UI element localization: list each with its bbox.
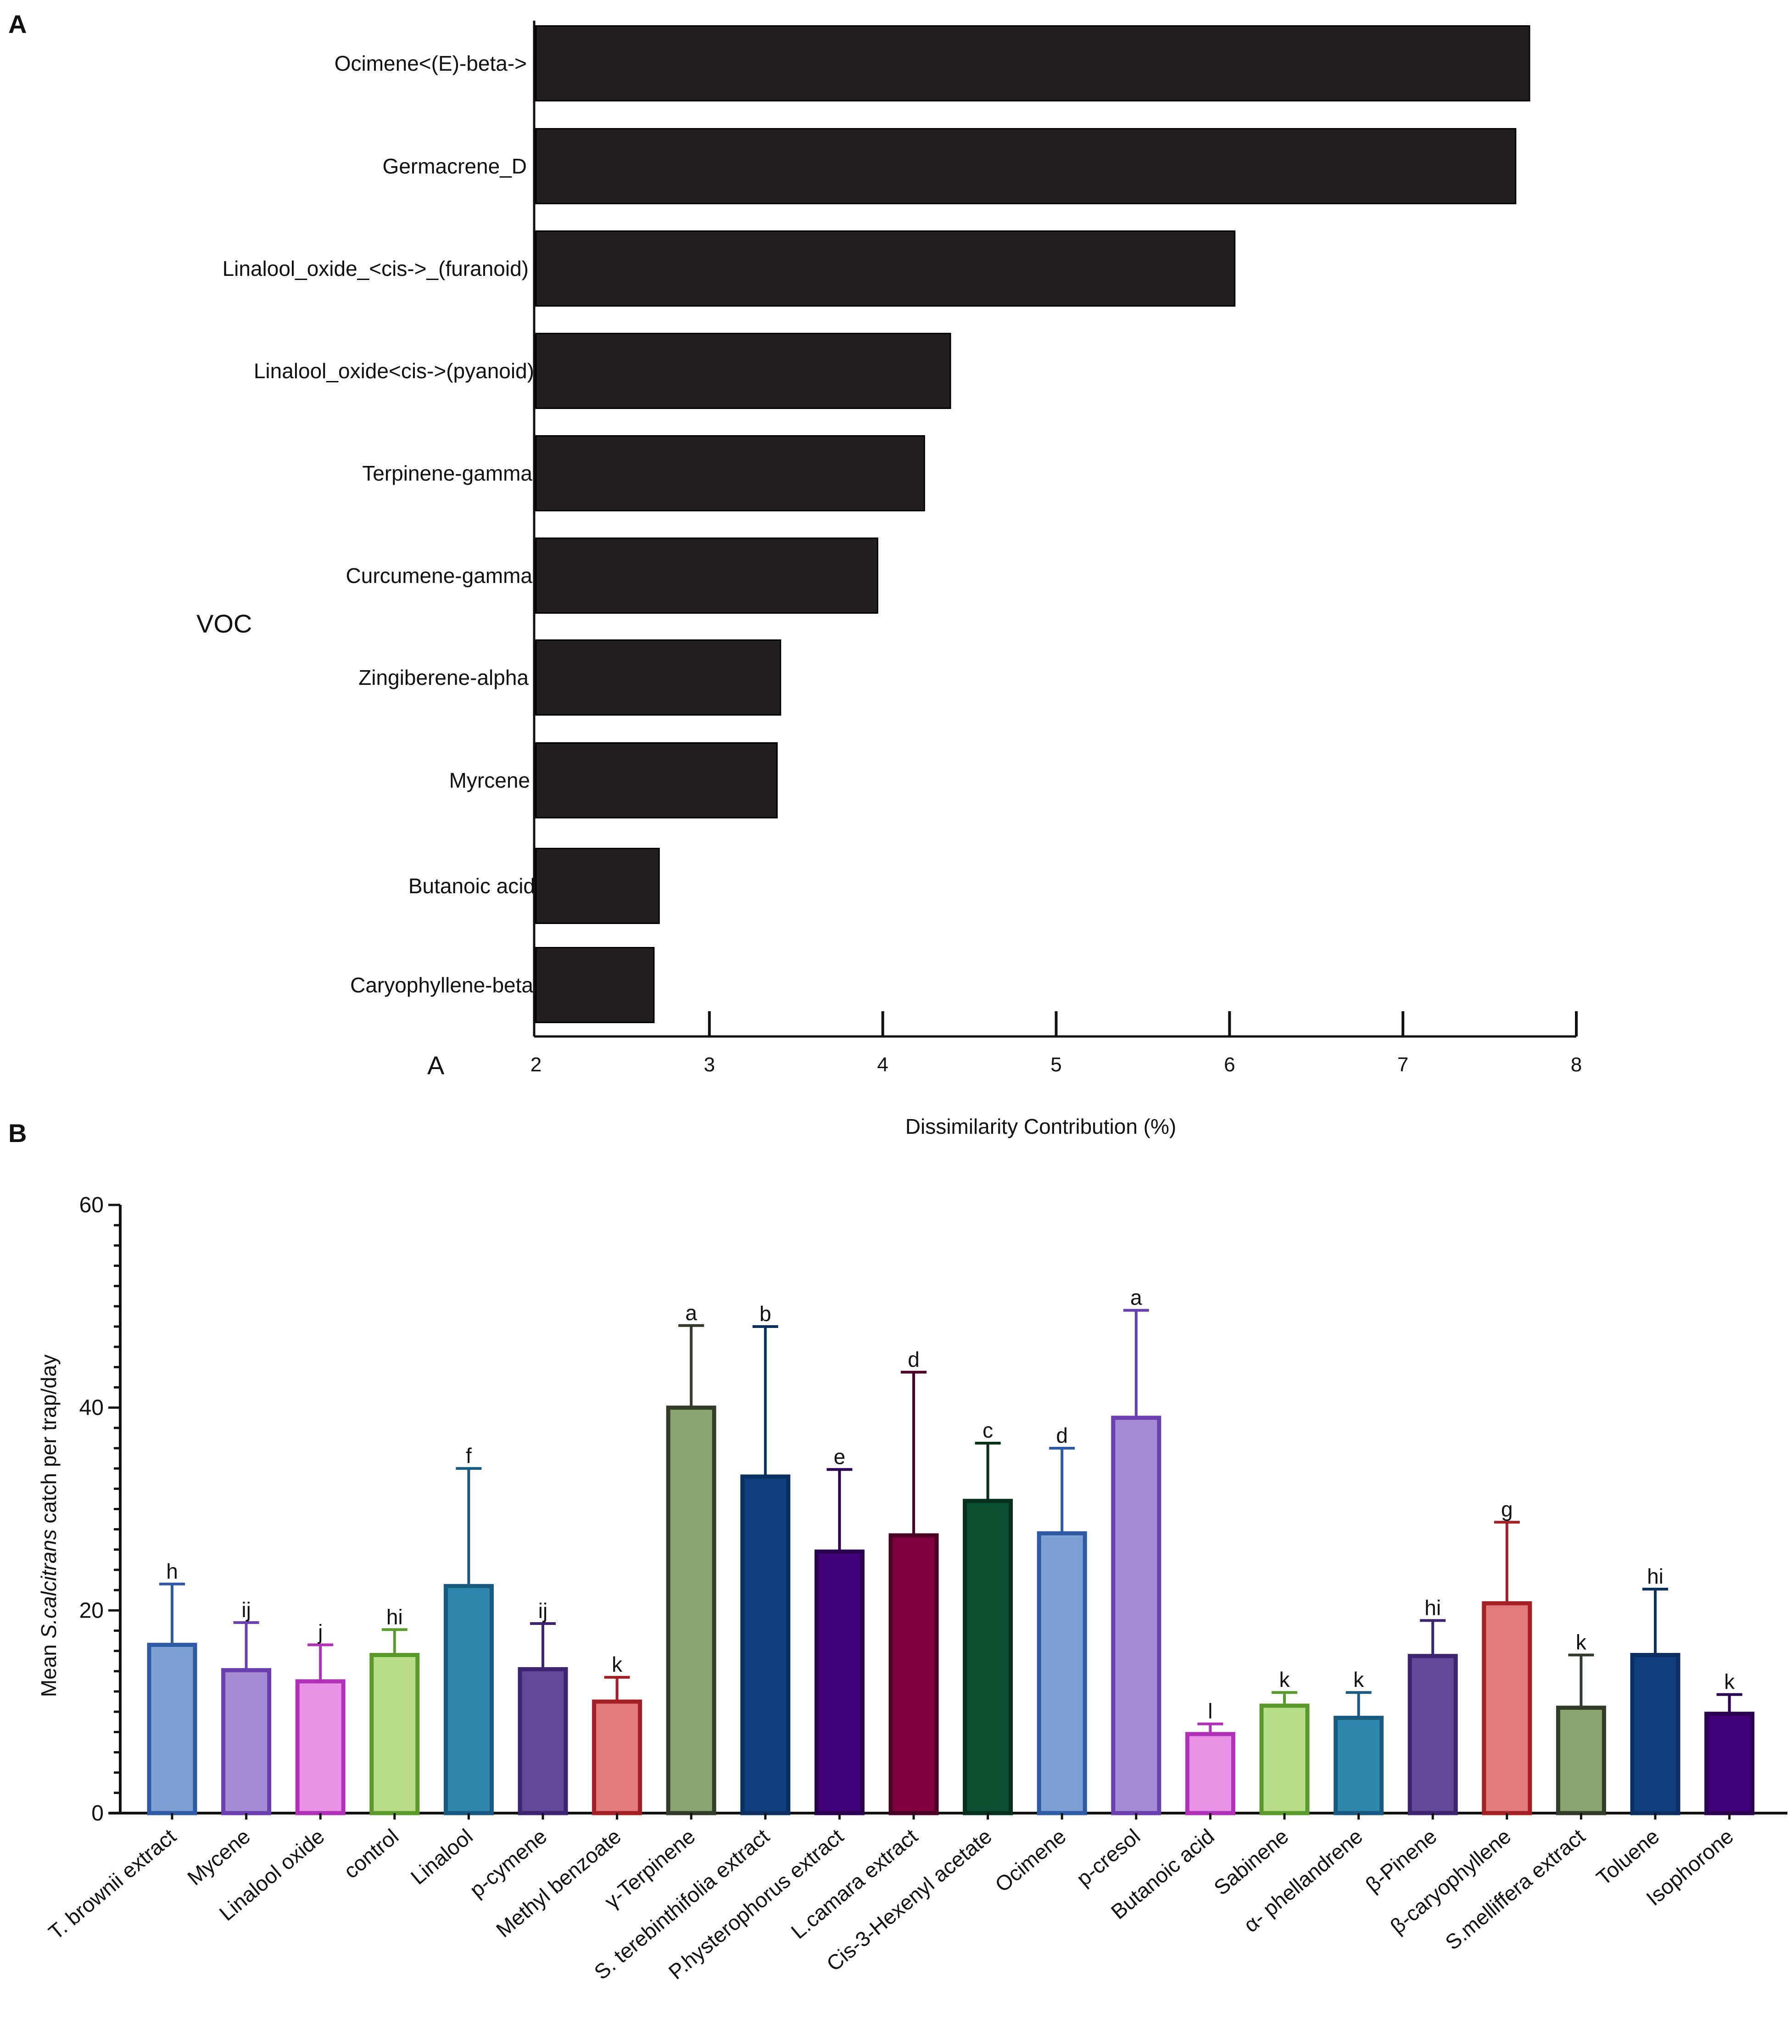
panel-b-y-tick-label: 0 — [91, 1801, 104, 1826]
panel-b-category-label: control — [339, 1824, 403, 1883]
panel-b-significance-letter: k — [1279, 1668, 1290, 1691]
panel-b-significance-letter: hi — [386, 1605, 403, 1629]
panel-b-category-label: T. brownii extract — [44, 1824, 181, 1944]
panel-a-x-tick-label: 3 — [704, 1053, 715, 1076]
panel-a-bar — [535, 639, 782, 716]
panel-b-bar — [1111, 1416, 1161, 1815]
panel-a-x-tick-label: 7 — [1397, 1053, 1408, 1076]
panel-b-significance-letter: c — [983, 1418, 993, 1442]
panel-b-bar — [814, 1549, 865, 1815]
panel-a-bar — [535, 25, 1530, 101]
panel-a-category-label: Curcumene-gamma — [346, 564, 533, 588]
panel-b-category-label: Ocimene — [990, 1824, 1070, 1897]
panel-b-bar — [518, 1667, 568, 1815]
panel-a-letter: A — [8, 10, 27, 39]
panel-a-bar — [535, 848, 660, 924]
panel-b-category-label: Linalool — [406, 1824, 477, 1889]
panel-b-significance-letter: k — [612, 1652, 623, 1676]
panel-a-x-tick-label: 4 — [877, 1053, 888, 1076]
panel-b-bar — [1556, 1705, 1606, 1815]
panel-b-significance-letter: b — [759, 1302, 771, 1326]
panel-b-significance-letter: hi — [1647, 1564, 1664, 1588]
panel-a-chart: Ocimene<(E)-beta-> Germacrene_D Linalool_o… — [223, 21, 1582, 1076]
panel-b-bar — [1185, 1732, 1235, 1815]
panel-b-category-label: Methyl benzoate — [491, 1824, 625, 1942]
panel-b-bar — [592, 1699, 642, 1815]
panel-b-bar — [1482, 1601, 1532, 1815]
panel-a-x-tick-label: 8 — [1571, 1053, 1582, 1076]
panel-b-significance-letter: k — [1724, 1670, 1735, 1694]
panel-b-category-label: Toluene — [1592, 1824, 1664, 1890]
panel-b-y-tick-label: 60 — [79, 1193, 104, 1217]
panel-a-bar — [535, 947, 655, 1023]
panel-b-ylabel-species: S.calcitrans — [37, 1529, 61, 1639]
panel-a-bar — [535, 435, 925, 511]
panel-b-category-label: L.camara extract — [787, 1824, 922, 1943]
panel-b-significance-letter: a — [685, 1301, 697, 1325]
panel-b-y-tick-label: 40 — [79, 1396, 104, 1420]
panel-b-bar — [147, 1642, 197, 1815]
panel-b-significance-letter: l — [1208, 1699, 1212, 1723]
panel-b-ylabel-suffix: catch per trap/day — [37, 1355, 61, 1529]
panel-b-bar — [963, 1499, 1013, 1815]
panel-a-category-label: Butanoic acid — [408, 874, 535, 898]
panel-a-ylabel: VOC — [196, 609, 252, 638]
panel-b-bar — [221, 1668, 272, 1815]
panel-a-category-label: Germacrene_D — [383, 154, 527, 178]
panel-b-y-tick-label: 20 — [79, 1598, 104, 1623]
panel-a-category-label: Terpinene-gamma — [362, 461, 532, 485]
panel-b-bar — [1407, 1654, 1458, 1815]
panel-b-significance-letter: k — [1353, 1668, 1364, 1691]
panel-b-category-label: p-cresol — [1072, 1824, 1144, 1891]
panel-a-category-label: Zingiberene-alpha — [358, 666, 529, 689]
panel-b-bar — [369, 1653, 420, 1815]
panel-b-significance-letter: a — [1130, 1286, 1142, 1310]
panel-b-significance-letter: k — [1576, 1630, 1587, 1654]
panel-a-corner-label: A — [427, 1051, 445, 1080]
panel-b-significance-letter: d — [908, 1347, 920, 1371]
panel-b-significance-letter: ij — [241, 1598, 251, 1622]
panel-b-bar — [443, 1584, 494, 1815]
panel-a-bar — [535, 333, 951, 409]
panel-b-significance-letter: f — [466, 1444, 472, 1467]
panel-b-bar — [1704, 1712, 1755, 1815]
panel-b-bar — [1334, 1715, 1384, 1815]
panel-a-bar — [535, 128, 1517, 204]
panel-a-x-tick-label: 6 — [1224, 1053, 1235, 1076]
panel-a-category-label: Myrcene — [449, 768, 530, 792]
panel-b-bar — [1259, 1703, 1310, 1815]
panel-b-bar — [740, 1474, 791, 1815]
panel-b-bar — [666, 1406, 716, 1815]
panel-b-ylabel-prefix: Mean — [37, 1638, 61, 1697]
panel-a-category-label: Linalool_oxide_<cis->_(furanoid) — [223, 257, 529, 280]
panel-a-x-tick-label: 5 — [1050, 1053, 1061, 1076]
panel-b-significance-letter: j — [317, 1620, 323, 1644]
panel-b-significance-letter: h — [166, 1559, 178, 1583]
panel-b-bar — [295, 1679, 346, 1815]
panel-b-ylabel: Mean S.calcitrans catch per trap/day — [37, 1355, 61, 1697]
panel-a-x-tick-label: 2 — [530, 1053, 542, 1076]
panel-b-bar — [1037, 1531, 1087, 1815]
panel-b-bar — [1630, 1653, 1680, 1815]
panel-b-category-label: Mycene — [183, 1824, 255, 1890]
panel-a-bar — [535, 742, 778, 818]
panel-a-bar — [535, 538, 878, 614]
panel-b-significance-letter: hi — [1424, 1596, 1441, 1619]
panel-a-category-label: Linalool_oxide<cis->(pyanoid) — [254, 359, 534, 383]
panel-b-category-label: S.melliffera extract — [1440, 1824, 1590, 1954]
panel-b-significance-letter: e — [834, 1445, 846, 1468]
panel-b-significance-letter: g — [1501, 1497, 1513, 1521]
panel-b-chart: 0 20 40 60 h T. brownii extract ij Mycene j Linal… — [44, 1193, 1787, 1984]
panel-a-category-label: Caryophyllene-beta — [350, 973, 533, 997]
panel-b-letter: B — [8, 1119, 27, 1148]
panel-b-bar — [888, 1533, 939, 1815]
panel-a-category-label: Ocimene<(E)-beta-> — [335, 51, 527, 75]
panel-a-xlabel: Dissimilarity Contribution (%) — [905, 1114, 1176, 1138]
panel-b-significance-letter: d — [1056, 1423, 1068, 1447]
panel-a-bar — [535, 230, 1236, 307]
panel-b-significance-letter: ij — [538, 1599, 547, 1623]
